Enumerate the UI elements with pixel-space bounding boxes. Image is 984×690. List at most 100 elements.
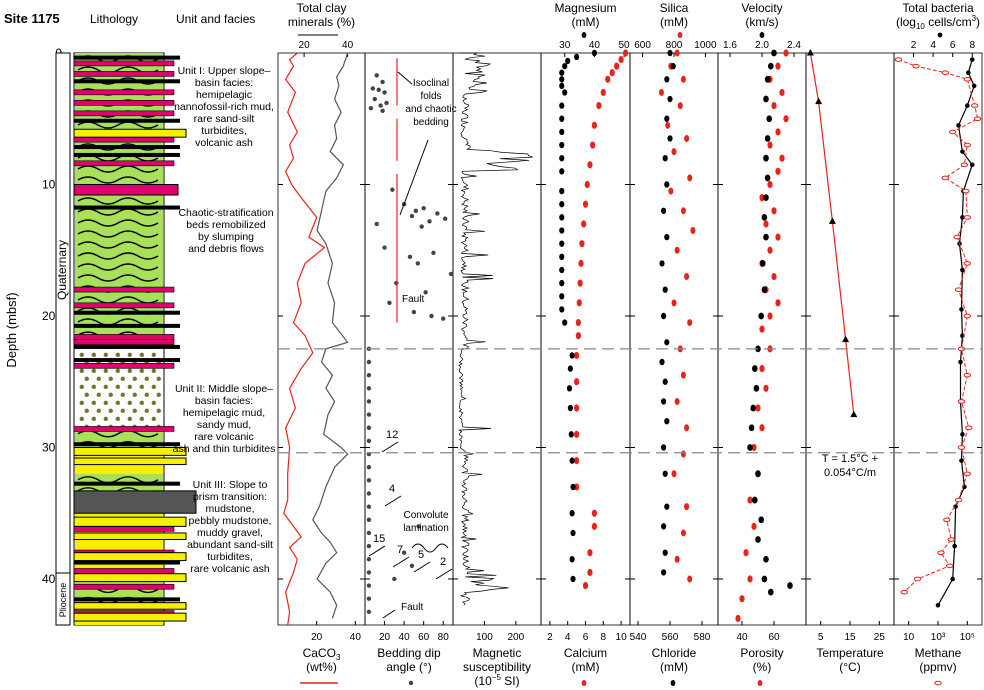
porosity-point — [755, 536, 761, 543]
porosity-point — [766, 115, 772, 123]
mud-dot — [151, 368, 156, 374]
mud-dot — [156, 408, 161, 414]
velocity-point — [779, 154, 785, 162]
fold-line — [77, 208, 159, 216]
clay-line — [312, 52, 349, 619]
panel-frame — [805, 52, 895, 626]
silica-point — [674, 555, 680, 563]
chloride-point — [664, 76, 670, 83]
magnesium-point — [591, 49, 598, 57]
mud-dot — [91, 352, 96, 358]
methane-point — [943, 517, 951, 523]
methane-point — [912, 63, 920, 69]
bottom-tick-label: 6 — [583, 632, 589, 643]
bottom-axis-label: (ppmv) — [919, 660, 956, 674]
top-tick-label: 40 — [342, 40, 354, 51]
magnesium-point — [559, 253, 565, 261]
mud-dot — [91, 384, 96, 390]
depth-axis-label: Depth (mbsf) — [4, 292, 19, 367]
mud-dot — [156, 376, 161, 382]
bacteria-point — [960, 149, 965, 154]
dip-point — [366, 372, 372, 378]
bottom-tick-label: 2 — [547, 632, 553, 643]
bottom-tick-label: 10 — [903, 632, 915, 643]
calcium-point — [590, 141, 596, 149]
chloride-point — [667, 135, 673, 142]
methane-point — [963, 261, 972, 266]
mud-dot — [96, 408, 101, 414]
shale-band — [74, 205, 180, 210]
turbidite-bed — [73, 612, 187, 622]
magnesium-point — [559, 306, 565, 313]
mud-dot — [120, 392, 125, 398]
velocity-point — [767, 246, 773, 254]
isoclinal-label: folds — [420, 91, 441, 102]
dip-point — [368, 106, 374, 111]
bottom-axis-label: (%) — [753, 660, 772, 674]
dip-point — [419, 224, 424, 229]
mud-dot — [139, 384, 144, 390]
bottom-tick-label: 10⁵ — [960, 632, 975, 643]
top-axis-title: Silica — [660, 1, 689, 15]
methane-point — [941, 175, 950, 181]
shale-band — [74, 597, 180, 602]
top-axis-title: minerals (%) — [288, 15, 355, 29]
dip-value: 4 — [389, 483, 395, 495]
chloride-point — [662, 378, 668, 385]
silica-point — [684, 424, 690, 432]
mud-dot — [103, 352, 108, 358]
site-label: Site 1175 — [4, 11, 60, 26]
mud-dot — [132, 376, 137, 382]
annotations: Isoclinal folds and chaotic bedding Fault Fau… — [368, 71, 457, 619]
magnesium-point — [559, 154, 565, 162]
dip-point — [374, 221, 379, 227]
porosity-point — [763, 233, 769, 241]
dip-point — [407, 254, 413, 260]
mud-dot — [96, 376, 101, 382]
shale-band — [74, 560, 180, 565]
dip-value: 12 — [386, 429, 398, 441]
bottom-tick-label: 580 — [694, 632, 711, 643]
porosity-point — [761, 286, 768, 294]
silica-point — [680, 450, 686, 458]
mud-dot — [91, 416, 96, 422]
turbidite-bed — [73, 128, 187, 138]
mud-dot — [108, 376, 113, 382]
shale-band — [74, 344, 180, 349]
calcium-point-alt — [567, 404, 573, 412]
bottom-axis-label: (mM) — [660, 660, 688, 674]
bacteria-point — [959, 307, 964, 312]
facies-line: muddy gravel, — [197, 527, 263, 539]
bacteria-point — [950, 576, 955, 582]
dip-point — [366, 583, 372, 588]
silica-point — [684, 273, 690, 281]
fault-symbol — [382, 609, 396, 619]
ash-band — [73, 160, 175, 167]
velocity-point — [775, 167, 781, 175]
bottom-axis-label: Magnetic — [473, 646, 522, 660]
methane-point — [963, 471, 972, 477]
ash-band — [73, 100, 175, 106]
facies-line: turbidites, — [201, 125, 247, 137]
bacteria-line — [937, 59, 975, 606]
bottom-axis-label: (°C) — [839, 660, 860, 674]
magnesium-point — [559, 141, 565, 149]
bottom-tick-label: 4 — [565, 632, 571, 643]
velocity-point — [755, 404, 761, 412]
ash-band — [73, 363, 175, 369]
calcium-point — [581, 220, 587, 228]
velocity-point — [779, 88, 785, 97]
calcium-point — [574, 457, 580, 465]
dip-point — [366, 596, 372, 601]
top-tick-label: 20 — [299, 40, 311, 51]
ash-band — [73, 89, 175, 96]
facies-line: abundant sand-silt — [187, 539, 273, 551]
shale-band — [74, 145, 180, 150]
velocity-point — [771, 207, 777, 215]
methane-point — [947, 537, 955, 542]
calcium-point — [574, 430, 580, 438]
bacteria-point — [969, 162, 975, 168]
dip-point — [366, 412, 372, 417]
chloride-point — [662, 286, 668, 293]
ash-band — [73, 71, 175, 77]
